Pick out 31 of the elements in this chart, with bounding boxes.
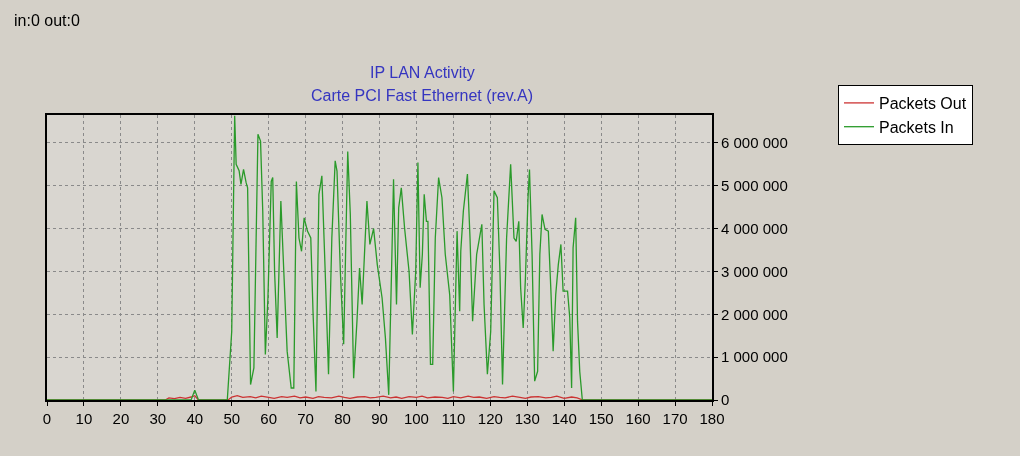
y-tick-label: 4 000 000 <box>721 219 788 237</box>
x-tick-label: 180 <box>699 410 725 427</box>
x-tick-label: 30 <box>149 410 167 427</box>
x-tick-label: 150 <box>588 410 614 427</box>
y-tick-label: 6 000 000 <box>721 134 788 152</box>
x-tick-label: 140 <box>551 410 577 427</box>
x-tick-label: 70 <box>297 410 314 427</box>
x-tick-label: 110 <box>441 410 466 427</box>
x-tick-label: 170 <box>662 410 688 427</box>
chart-subtitle: Carte PCI Fast Ethernet (rev.A) <box>311 87 533 104</box>
chart-title: IP LAN Activity <box>370 64 475 81</box>
x-tick-label: 60 <box>260 410 278 427</box>
y-tick-label: 3 000 000 <box>721 262 788 280</box>
y-tick-label: 1 000 000 <box>721 348 788 366</box>
x-tick-label: 80 <box>334 410 351 427</box>
x-tick-label: 50 <box>223 410 241 427</box>
y-tick-label: 0 <box>721 391 730 409</box>
x-tick-label: 20 <box>112 410 130 427</box>
x-tick-label: 160 <box>625 410 651 427</box>
x-tick-label: 100 <box>403 410 429 427</box>
x-tick-label: 0 <box>42 410 52 427</box>
legend-label: Packets In <box>879 118 954 136</box>
x-tick-label: 10 <box>75 410 93 427</box>
y-tick-label: 2 000 000 <box>721 305 788 323</box>
x-tick-label: 130 <box>514 410 540 427</box>
text: in:0 out:0 <box>14 12 80 29</box>
x-tick-label: 120 <box>477 410 503 427</box>
x-tick-label: 90 <box>371 410 388 427</box>
legend-label: Packets Out <box>879 95 967 113</box>
y-tick-label: 5 000 000 <box>721 176 788 194</box>
x-tick-label: 40 <box>186 410 204 427</box>
